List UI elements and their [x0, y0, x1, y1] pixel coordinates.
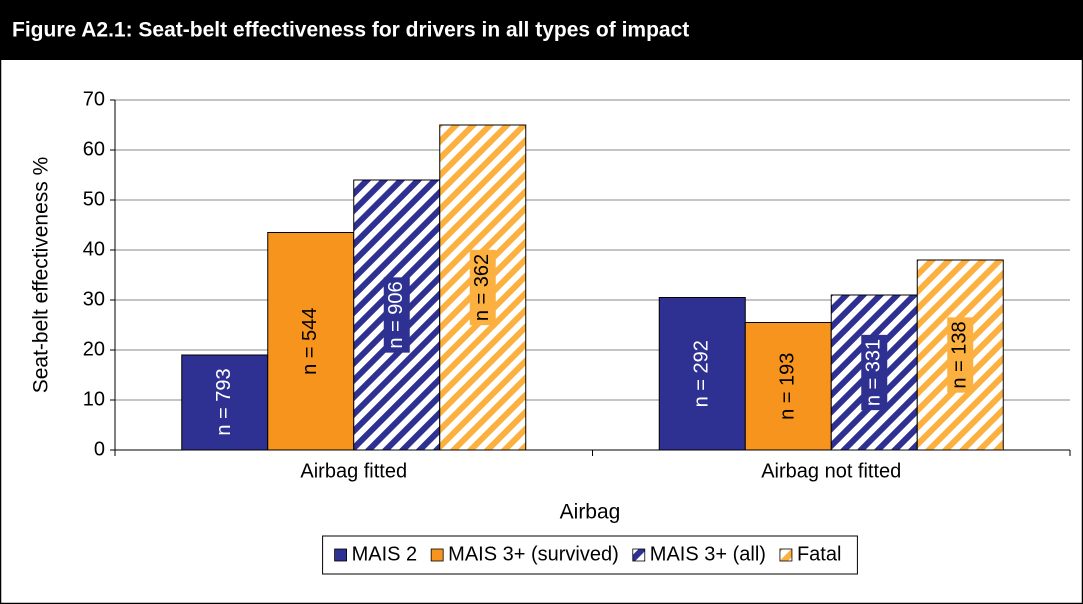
- bar-label-bg: [211, 364, 238, 440]
- y-tick-label: 70: [83, 88, 105, 110]
- x-tick-label: Airbag fitted: [300, 460, 407, 482]
- bar-label-group: n = 544: [297, 303, 324, 379]
- bar-label-group: n = 793: [211, 364, 238, 440]
- y-tick-label: 40: [83, 238, 105, 260]
- legend: MAIS 2 MAIS 3+ (survived) MAIS 3+ (all) Fat…: [322, 535, 858, 575]
- bar-label-group: n = 193: [775, 348, 802, 424]
- y-tick-label: 20: [83, 338, 105, 360]
- bar-label: n = 362: [471, 254, 493, 321]
- bar-label-group: n = 362: [469, 249, 496, 326]
- legend-label: Fatal: [797, 543, 841, 565]
- x-tick-label: Airbag not fitted: [761, 460, 901, 482]
- legend-swatch: [779, 548, 793, 562]
- bar-label-group: n = 906: [383, 277, 410, 353]
- x-axis-title: Airbag: [560, 501, 621, 524]
- bar-label: n = 138: [949, 321, 971, 388]
- bar-label: n = 793: [213, 368, 235, 435]
- bar-label-group: n = 292: [689, 336, 716, 412]
- legend-box: [322, 535, 858, 575]
- y-tick-label: 0: [94, 438, 105, 460]
- y-tick-label: 10: [83, 388, 105, 410]
- bar-label: n = 292: [691, 340, 713, 407]
- bar-label-group: n = 331: [861, 334, 888, 411]
- y-tick-label: 50: [83, 188, 105, 210]
- legend-swatch: [430, 548, 444, 562]
- legend-swatch: [632, 548, 646, 562]
- bar-label-bg: [689, 336, 716, 412]
- bar-label-bg: [775, 348, 802, 424]
- title-bar: [0, 0, 1083, 60]
- chart-title: Figure A2.1: Seat-belt effectiveness for…: [12, 19, 689, 42]
- legend-label: MAIS 2: [352, 543, 418, 565]
- bar-label: n = 906: [385, 281, 407, 348]
- bar-label-bg: [861, 334, 888, 411]
- legend-label: MAIS 3+ (all): [650, 543, 766, 565]
- legend-label: MAIS 3+ (survived): [448, 543, 619, 565]
- y-tick-label: 30: [83, 288, 105, 310]
- bar-label: n = 193: [777, 353, 799, 420]
- bar-label-bg: [297, 303, 324, 379]
- bar-label: n = 331: [863, 339, 885, 406]
- y-tick-label: 60: [83, 138, 105, 160]
- bar-label-group: n = 138: [947, 317, 974, 393]
- bar-label-bg: [383, 277, 410, 353]
- bar-label-bg: [947, 317, 974, 393]
- y-axis-title: Seat-belt effectiveness %: [30, 157, 53, 394]
- bar-label: n = 544: [299, 308, 321, 375]
- bar-label-bg: [469, 249, 496, 326]
- legend-swatch: [334, 548, 347, 562]
